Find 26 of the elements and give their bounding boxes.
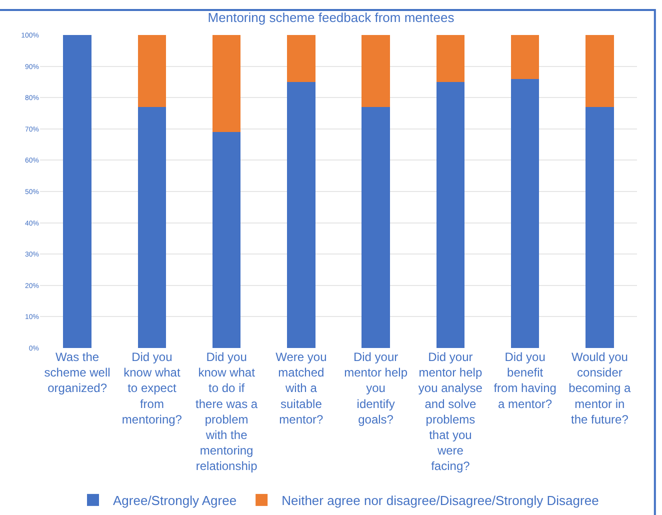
x-tick-label: Did your mentor help you identify goals? bbox=[344, 350, 408, 426]
bar bbox=[287, 82, 316, 348]
bar bbox=[63, 35, 92, 348]
bar bbox=[287, 35, 316, 82]
x-tick-label: Did you know what to do if there was a problem with the mentoring relationship bbox=[196, 350, 258, 474]
legend-label: Neither agree nor disagree/Disagree/Strongly Disagree bbox=[282, 493, 599, 508]
x-tick-label: Did your mentor help you analyse and solve problems that you were facing? bbox=[418, 350, 483, 474]
bar bbox=[586, 106, 614, 348]
bar bbox=[138, 106, 166, 348]
legend-label: Agree/Strongly Agree bbox=[113, 493, 237, 508]
bar bbox=[212, 132, 241, 348]
bar bbox=[436, 35, 465, 82]
x-tick-label: Was the scheme well organized? bbox=[44, 350, 110, 396]
x-tick-label: Did you benefit from having a mentor? bbox=[494, 350, 556, 411]
bar bbox=[436, 82, 465, 348]
bar bbox=[586, 35, 614, 107]
bar bbox=[362, 106, 390, 348]
bar bbox=[510, 78, 540, 348]
bar bbox=[510, 35, 540, 79]
chart-title: Mentoring scheme feedback from mentees bbox=[208, 10, 455, 25]
x-tick-label: Were you matched with a suitable mentor? bbox=[276, 350, 327, 426]
x-tick-label: Did you know what to expect from mentoring? bbox=[122, 350, 182, 426]
bar bbox=[362, 35, 390, 107]
bar bbox=[138, 35, 166, 107]
bar bbox=[212, 35, 241, 132]
x-tick-label: Would you consider becoming a mentor in the future? bbox=[568, 350, 632, 426]
